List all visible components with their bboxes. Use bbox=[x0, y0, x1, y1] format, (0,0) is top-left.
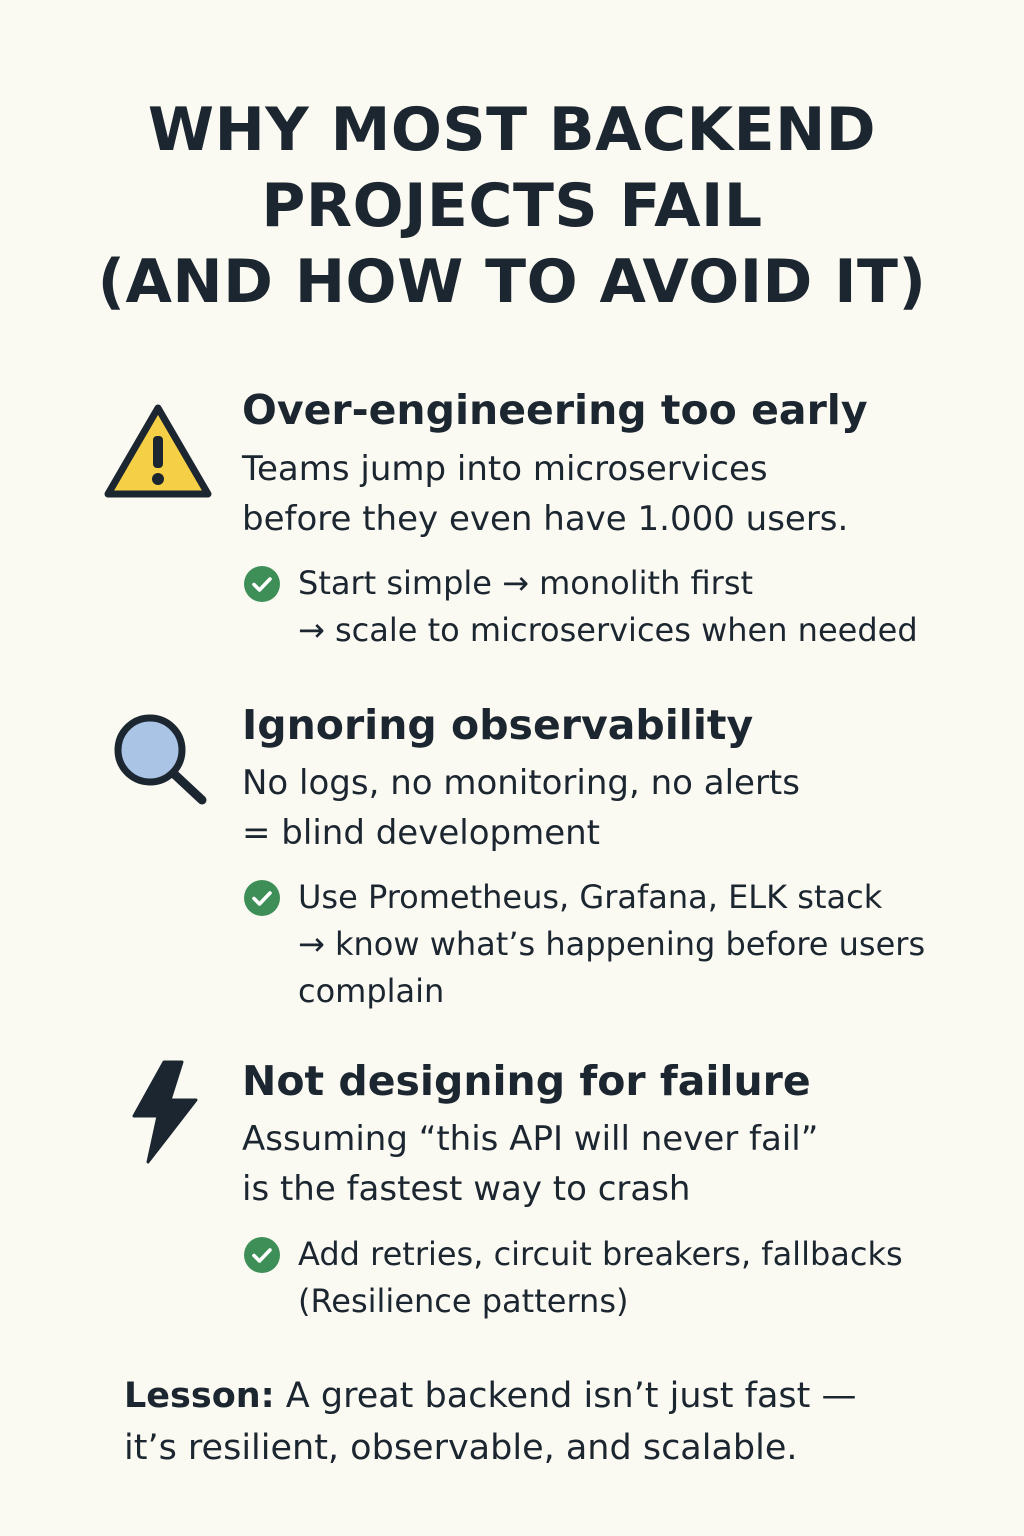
tip-line: Use Prometheus, Grafana, ELK stack bbox=[298, 878, 883, 916]
section-description: Teams jump into microservices before the… bbox=[242, 444, 848, 544]
section-heading: Not designing for failure bbox=[242, 1057, 811, 1105]
tip-text: Add retries, circuit breakers, fallbacks… bbox=[298, 1231, 903, 1325]
tip-line: Start simple → monolith first bbox=[298, 564, 754, 602]
description-line: before they even have 1.000 users. bbox=[242, 499, 849, 539]
lesson-text: A great backend isn’t just fast — bbox=[274, 1376, 857, 1416]
tip-line: → scale to microservices when needed bbox=[298, 611, 918, 649]
tip-text: Use Prometheus, Grafana, ELK stack → kno… bbox=[298, 874, 925, 1015]
title-line-2: PROJECTS FAIL bbox=[261, 171, 763, 241]
description-line: Teams jump into microservices bbox=[242, 449, 768, 489]
tip-line: Add retries, circuit breakers, fallbacks bbox=[298, 1235, 903, 1273]
check-circle-icon bbox=[244, 880, 280, 916]
tip-text: Start simple → monolith first → scale to… bbox=[298, 560, 918, 654]
tip-line: → know what’s happening before users bbox=[298, 925, 926, 963]
description-line: = blind development bbox=[242, 813, 600, 853]
check-circle-icon bbox=[244, 566, 280, 602]
description-line: is the fastest way to crash bbox=[242, 1169, 691, 1209]
description-line: Assuming “this API will never fail” bbox=[242, 1119, 819, 1159]
check-circle-icon bbox=[244, 1237, 280, 1273]
tip-line: (Resilience patterns) bbox=[298, 1282, 629, 1320]
section-heading: Over-engineering too early bbox=[242, 386, 868, 434]
lesson-line-1: Lesson: A great backend isn’t just fast … bbox=[124, 1370, 856, 1422]
magnifier-icon bbox=[114, 714, 207, 805]
page-title: WHY MOST BACKEND PROJECTS FAIL (AND HOW … bbox=[0, 92, 1024, 320]
title-line-1: WHY MOST BACKEND bbox=[147, 95, 877, 165]
title-line-3: (AND HOW TO AVOID IT) bbox=[97, 247, 927, 317]
section-heading: Ignoring observability bbox=[242, 701, 754, 749]
warning-icon bbox=[104, 404, 212, 498]
section-description: Assuming “this API will never fail” is t… bbox=[242, 1114, 818, 1214]
lesson-label: Lesson: bbox=[124, 1376, 275, 1416]
lightning-icon bbox=[132, 1060, 198, 1164]
lesson-summary: Lesson: A great backend isn’t just fast … bbox=[124, 1370, 856, 1474]
section-description: No logs, no monitoring, no alerts = blin… bbox=[242, 758, 800, 858]
description-line: No logs, no monitoring, no alerts bbox=[242, 763, 800, 803]
lesson-line-2: it’s resilient, observable, and scalable… bbox=[124, 1428, 798, 1468]
tip-line: complain bbox=[298, 972, 445, 1010]
